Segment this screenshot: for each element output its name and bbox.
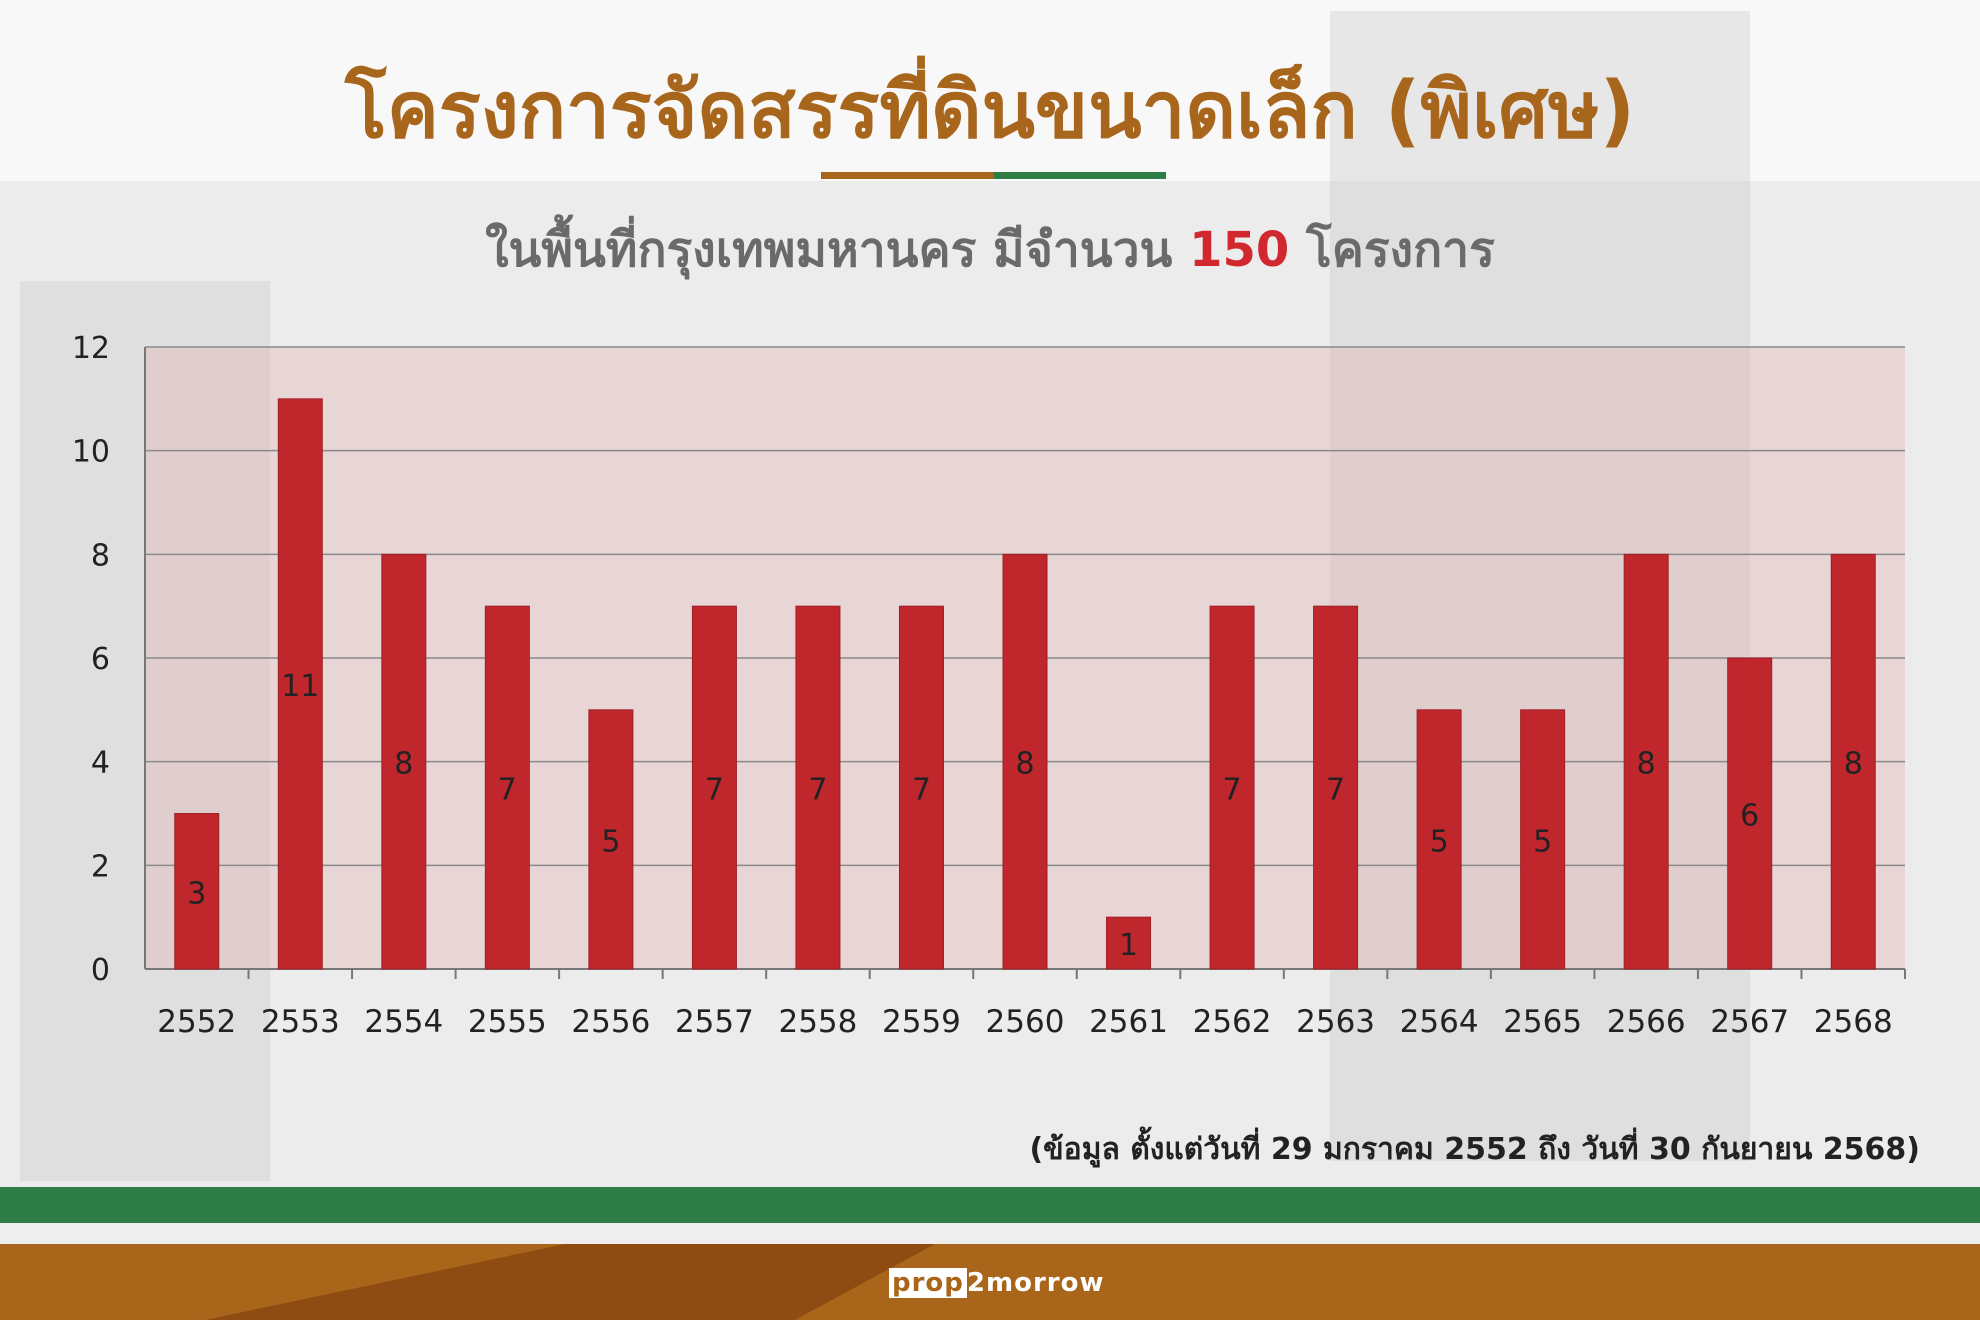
divider-green bbox=[994, 172, 1166, 179]
green-band bbox=[0, 1187, 1980, 1223]
bar-2558 bbox=[795, 605, 841, 970]
bar-2563 bbox=[1313, 605, 1359, 970]
page-title: โครงการจัดสรรที่ดินขนาดเล็ก (พิเศษ) bbox=[344, 66, 1636, 156]
data-label: 5 bbox=[1533, 824, 1552, 859]
bar-2568 bbox=[1830, 553, 1876, 970]
x-tick-label: 2556 bbox=[571, 1004, 650, 1040]
bar-2559 bbox=[898, 605, 944, 970]
subtitle: ในพื้นที่กรุงเทพมหานคร มีจำนวน 150 โครงก… bbox=[0, 212, 1980, 288]
divider-brown bbox=[821, 172, 994, 179]
subtitle-suffix: โครงการ bbox=[1306, 222, 1495, 278]
bar-2553 bbox=[277, 398, 323, 970]
bar-chart: 0 2 4 6 8 10 12 3 2552 11 2553 8 2554 7 2555 5 2556 7 2557… bbox=[72, 331, 1906, 1040]
data-label: 11 bbox=[281, 669, 319, 704]
bar-2560 bbox=[1002, 553, 1048, 970]
bar-2567 bbox=[1727, 657, 1773, 970]
data-source-note: (ข้อมูล ตั้งแต่วันที่ 29 มกราคม 2552 ถึง… bbox=[1029, 1132, 1920, 1167]
bar-2561 bbox=[1106, 916, 1152, 970]
data-label: 3 bbox=[187, 876, 206, 911]
data-label: 7 bbox=[1223, 773, 1242, 808]
y-tick-label: 10 bbox=[72, 435, 110, 470]
data-label: 1 bbox=[1119, 928, 1138, 963]
data-label: 7 bbox=[912, 773, 931, 808]
y-tick-label: 6 bbox=[91, 642, 110, 677]
data-label: 7 bbox=[808, 773, 827, 808]
header-background bbox=[0, 0, 1980, 181]
subtitle-prefix: ในพื้นที่กรุงเทพมหานคร มีจำนวน bbox=[485, 222, 1173, 278]
x-tick-label: 2559 bbox=[882, 1004, 961, 1040]
data-label: 7 bbox=[498, 773, 517, 808]
bar-2552 bbox=[174, 813, 220, 970]
bar-2555 bbox=[484, 605, 530, 970]
x-tick-label: 2564 bbox=[1400, 1004, 1479, 1040]
x-tick-label: 2552 bbox=[157, 1004, 236, 1040]
footer-bar: prop 2morrow bbox=[0, 1244, 1980, 1320]
white-band bbox=[0, 1223, 1980, 1244]
x-tick-label: 2567 bbox=[1710, 1004, 1789, 1040]
data-label: 5 bbox=[601, 824, 620, 859]
data-label: 8 bbox=[1637, 747, 1656, 782]
x-tick-label: 2558 bbox=[778, 1004, 857, 1040]
x-tick-label: 2560 bbox=[986, 1004, 1065, 1040]
bar-2566 bbox=[1623, 553, 1669, 970]
prop2morrow-logo: prop 2morrow bbox=[889, 1268, 1105, 1298]
data-label: 8 bbox=[394, 747, 413, 782]
y-tick-label: 8 bbox=[91, 538, 110, 573]
x-tick-label: 2566 bbox=[1607, 1004, 1686, 1040]
data-label: 7 bbox=[1326, 773, 1345, 808]
x-tick-label: 2561 bbox=[1089, 1004, 1168, 1040]
x-tick-label: 2554 bbox=[364, 1004, 443, 1040]
x-tick-label: 2563 bbox=[1296, 1004, 1375, 1040]
bar-2564 bbox=[1416, 709, 1462, 970]
data-label: 8 bbox=[1844, 747, 1863, 782]
bar-2554 bbox=[381, 553, 427, 970]
x-tick-label: 2568 bbox=[1814, 1004, 1893, 1040]
bar-2556 bbox=[588, 709, 634, 970]
y-tick-label: 4 bbox=[91, 746, 110, 781]
x-tick-label: 2553 bbox=[261, 1004, 340, 1040]
bar-2565 bbox=[1520, 709, 1566, 970]
y-tick-label: 2 bbox=[91, 849, 110, 884]
x-tick-label: 2562 bbox=[1193, 1004, 1272, 1040]
data-label: 8 bbox=[1015, 747, 1034, 782]
project-count: 150 bbox=[1189, 222, 1290, 278]
y-tick-label: 12 bbox=[72, 331, 110, 366]
x-tick-label: 2557 bbox=[675, 1004, 754, 1040]
bar-2557 bbox=[691, 605, 737, 970]
bar-2562 bbox=[1209, 605, 1255, 970]
data-label: 7 bbox=[705, 773, 724, 808]
x-tick-label: 2565 bbox=[1503, 1004, 1582, 1040]
x-tick-label: 2555 bbox=[468, 1004, 547, 1040]
data-label: 6 bbox=[1740, 799, 1759, 834]
y-tick-label: 0 bbox=[91, 953, 110, 988]
data-label: 5 bbox=[1430, 824, 1449, 859]
